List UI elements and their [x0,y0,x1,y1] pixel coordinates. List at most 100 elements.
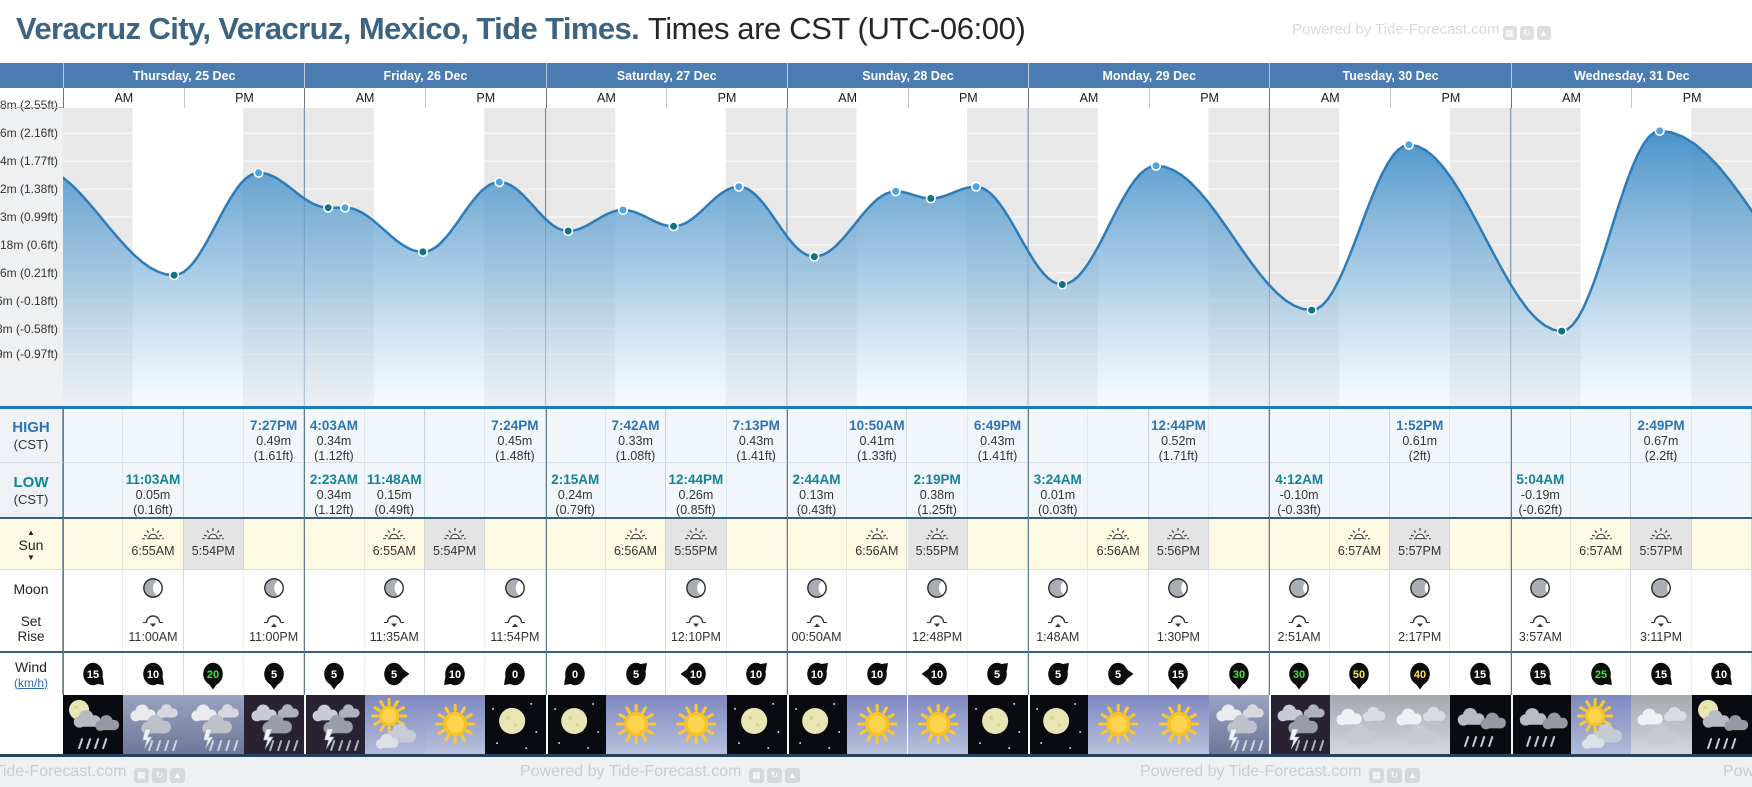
moon-cell [364,570,425,607]
y-axis-label: 0.18m (0.6ft) [0,237,58,252]
wind-cell: 5 [967,653,1029,695]
wind-cell: 10 [726,653,787,695]
low-tide-height-m: 0.15m [376,488,412,502]
low-tide-cell [1631,463,1692,517]
footer: Powered by Tide-Forecast.com ▦↻▲Powered … [0,757,1752,787]
setrise-cell: 3:11PM [1631,607,1692,651]
high-tide-time: 4:03AM [309,418,358,433]
low-tide-point [417,246,429,257]
powered-by-footer-text: Powered by Tide-Forecast.com [520,763,746,780]
moon-cell [1028,570,1089,607]
powered-by-badge-icon: ↻ [1519,26,1534,40]
wind-speed-icon: 15 [1651,662,1672,686]
high-tide-height-m: 0.45m [497,434,533,448]
moonrise-icon [263,615,284,627]
setrise-cell [183,607,244,651]
low-tide-point [925,193,936,204]
svg-text:30: 30 [1233,669,1245,681]
setrise-cell [605,607,667,651]
powered-by-footer-link[interactable]: Powered by Tide-Forecast.com ▦↻▲ [0,757,185,787]
sun-expand-down-icon[interactable]: ▼ [27,552,35,562]
ampm-label-pm: PM [424,88,546,108]
wind-unit-link[interactable]: (km/h) [14,675,48,690]
high-tide-height-ft: (1.71ft) [1158,449,1199,463]
low-tide-point [668,221,679,232]
powered-by-footer-link[interactable]: Powered by Tide-Forecast.com ▦↻▲ [520,757,800,787]
wind-speed-icon: 40 [1409,662,1430,690]
powered-by-badge-icon: ▦ [133,768,149,783]
sunset-time: 5:57PM [1398,544,1442,558]
wind-speed-icon: 5 [384,662,410,686]
moon-cell [1088,570,1149,607]
setrise-cell [1571,607,1632,651]
sun-cell: 6:56AM [847,519,908,570]
wind-speed-icon: 10 [1711,662,1733,686]
moonset-icon [1651,615,1672,627]
powered-by-header-link[interactable]: Powered by Tide-Forecast.com ▦ ↻ ▲ [1292,21,1551,40]
sunrise-time: 6:56AM [1096,544,1140,558]
wind-speed-icon: 20 [203,662,224,690]
low-tide-cell [485,463,546,517]
wind-speed-icon: 5 [324,662,344,690]
wind-cell: 20 [183,653,244,695]
moon-cell [63,570,124,607]
setrise-cell: 3:57AM [1510,607,1572,651]
high-tide-cell: 7:13PM 0.43m (1.41ft) [726,409,787,463]
moonset-time: 3:11PM [1639,630,1683,644]
sun-expand-up-icon[interactable]: ▲ [27,527,35,537]
moonset-icon [1409,615,1430,627]
setrise-cell: 1:48AM [1028,607,1089,651]
high-tide-height-ft: (1.41ft) [977,449,1018,463]
moonrise-time: 2:51AM [1277,630,1321,644]
day-separator-line [786,409,788,695]
wind-cell: 40 [1390,653,1451,695]
day-header-6: Wednesday, 31 Dec [1510,63,1752,88]
high-tide-cell [666,409,727,462]
sunset-icon [1650,528,1673,540]
high-tide-height-ft: (1.12ft) [314,449,354,463]
powered-by-badges: ▦ ↻ ▲ [1500,21,1551,40]
weather-icon-night [485,695,546,754]
weather-icon-sunny [605,695,667,754]
high-tide-cell [1450,409,1511,462]
low-tide-height-m: -0.10m [1279,488,1319,502]
wind-cell: 30 [1269,653,1330,695]
low-tide-time: 2:15AM [551,472,600,487]
low-tide-cell [183,463,244,517]
moon-label: Moon [13,580,49,597]
low-tide-height-ft: (1.12ft) [314,503,354,517]
svg-text:20: 20 [207,669,219,681]
powered-by-footer-link[interactable]: Powered by Tide-Forecast.com ▦↻▲ [1140,757,1420,787]
powered-by-footer-link[interactable]: Powered by Tide-Forecast.com ▦↻▲ [1723,757,1752,787]
wind-cell: 15 [1450,653,1511,695]
sun-cell: 6:56AM [605,519,667,570]
powered-by-footer-text: Powered by Tide-Forecast.com [1723,763,1752,780]
low-tide-height-m: 0.26m [678,488,714,502]
moonset-time: 11:35AM [369,630,419,644]
ampm-label-am: AM [545,88,667,108]
setrise-cell: 00:50AM [786,607,848,651]
sun-cell [786,519,848,570]
wind-speed-icon: 15 [1168,662,1189,690]
sunset-icon [202,528,225,540]
low-tide-point [1556,326,1567,337]
sun-moon-divider [0,569,1752,570]
wind-speed-icon: 10 [443,662,465,686]
sunrise-time: 6:55AM [131,544,175,558]
low-tide-height-m: 0.13m [799,488,834,502]
moonrise-icon [1289,615,1310,627]
moon-phase-icon [806,578,827,598]
wind-speed-icon: 15 [1470,662,1491,686]
weather-icon-sunny [1088,695,1149,754]
wind-speed-icon: 10 [143,662,164,686]
svg-text:5: 5 [271,669,277,681]
moon-cell [1269,570,1330,607]
weather-icon-cloudy [1631,695,1692,754]
high-tide-height-ft: (1.33ft) [857,449,897,463]
high-tide-height-m: 0.43m [980,434,1015,448]
low-tide-cell [63,463,124,517]
low-tide-time: 2:23AM [309,472,358,487]
svg-text:25: 25 [1595,669,1607,681]
high-tide-cell [63,409,124,462]
